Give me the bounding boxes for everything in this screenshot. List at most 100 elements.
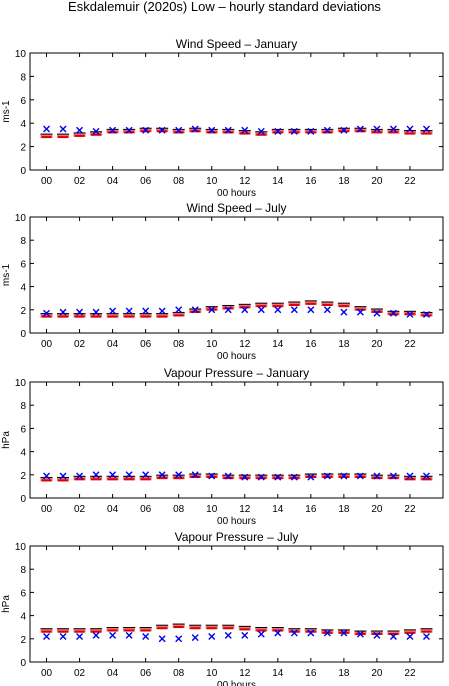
observed-value-marker (43, 125, 51, 133)
y-tick-label: 4 (20, 612, 26, 623)
y-axis-label: hPa (1, 595, 12, 613)
observed-value-marker (323, 472, 331, 480)
x-tick-label: 10 (206, 668, 218, 679)
observed-value-marker (241, 126, 249, 134)
observed-value-marker (373, 472, 381, 480)
subplot-title: Wind Speed – January (176, 37, 297, 51)
observed-value-marker (76, 126, 84, 134)
x-axis-label: 00 hours (217, 351, 256, 362)
observed-value-marker (142, 126, 150, 134)
observed-value-marker (241, 631, 249, 639)
observed-value-marker (307, 473, 315, 481)
observed-value-marker (422, 472, 430, 480)
y-tick-label: 6 (20, 424, 26, 435)
observed-value-marker (323, 306, 331, 314)
x-tick-label: 12 (239, 504, 251, 515)
x-tick-label: 10 (206, 339, 218, 350)
x-tick-label: 12 (239, 668, 251, 679)
observed-value-marker (92, 631, 100, 639)
observed-value-marker (208, 472, 216, 480)
observed-value-marker (191, 471, 199, 479)
x-tick-label: 20 (371, 668, 383, 679)
x-tick-label: 02 (74, 504, 86, 515)
observed-value-marker (43, 632, 51, 640)
observed-value-marker (224, 306, 232, 314)
observed-value-marker (373, 631, 381, 639)
subplot-title: Vapour Pressure – July (175, 530, 299, 544)
x-axis-label: 00 hours (217, 188, 256, 199)
y-tick-label: 2 (20, 143, 26, 154)
observed-value-marker (389, 309, 397, 317)
observed-value-marker (356, 472, 364, 480)
x-tick-label: 14 (272, 339, 284, 350)
observed-value-marker (274, 306, 282, 314)
y-tick-label: 10 (15, 542, 27, 553)
observed-value-marker (158, 307, 166, 315)
y-tick-label: 4 (20, 283, 26, 294)
observed-value-marker (224, 472, 232, 480)
observed-value-marker (406, 632, 414, 640)
y-tick-label: 6 (20, 259, 26, 270)
y-axis-label: ms-1 (1, 100, 12, 123)
x-tick-label: 10 (206, 504, 218, 515)
x-tick-label: 12 (239, 339, 251, 350)
x-tick-label: 20 (371, 504, 383, 515)
x-tick-label: 00 (41, 176, 53, 187)
observed-value-marker (125, 471, 133, 479)
x-tick-label: 08 (173, 504, 185, 515)
x-tick-label: 10 (206, 176, 218, 187)
observed-value-marker (224, 126, 232, 134)
observed-value-marker (109, 471, 117, 479)
x-tick-label: 22 (404, 339, 416, 350)
observed-value-marker (307, 629, 315, 637)
y-tick-label: 0 (20, 658, 26, 669)
y-tick-label: 10 (15, 49, 27, 60)
observed-value-marker (274, 629, 282, 637)
observed-value-marker (340, 308, 348, 316)
observed-value-marker (307, 306, 315, 314)
x-tick-label: 18 (338, 339, 350, 350)
observed-value-marker (406, 472, 414, 480)
observed-value-marker (175, 471, 183, 479)
observed-value-marker (356, 308, 364, 316)
observed-value-marker (142, 307, 150, 315)
y-tick-label: 10 (15, 213, 27, 224)
observed-value-marker (92, 471, 100, 479)
x-tick-label: 08 (173, 339, 185, 350)
observed-value-marker (43, 472, 51, 480)
x-tick-label: 02 (74, 339, 86, 350)
x-tick-label: 22 (404, 176, 416, 187)
observed-value-marker (257, 630, 265, 638)
observed-value-marker (241, 306, 249, 314)
observed-value-marker (274, 473, 282, 481)
y-tick-label: 2 (20, 306, 26, 317)
x-tick-label: 06 (140, 668, 152, 679)
observed-value-marker (241, 473, 249, 481)
x-tick-label: 16 (305, 176, 317, 187)
y-tick-label: 8 (20, 565, 26, 576)
observed-value-marker (257, 473, 265, 481)
observed-value-marker (356, 125, 364, 133)
observed-value-marker (158, 126, 166, 134)
subplot-title: Wind Speed – July (186, 201, 286, 215)
y-tick-label: 0 (20, 166, 26, 177)
x-tick-label: 08 (173, 668, 185, 679)
observed-value-marker (59, 632, 67, 640)
observed-value-marker (389, 472, 397, 480)
figure-title: Eskdalemuir (2020s) Low – hourly standar… (68, 0, 381, 14)
observed-value-marker (290, 306, 298, 314)
x-tick-label: 02 (74, 176, 86, 187)
y-tick-label: 10 (15, 378, 27, 389)
observed-value-marker (125, 307, 133, 315)
observed-value-marker (175, 306, 183, 314)
observed-value-marker (274, 127, 282, 135)
observed-value-marker (340, 126, 348, 134)
observed-value-marker (92, 127, 100, 135)
x-tick-label: 06 (140, 339, 152, 350)
x-tick-label: 14 (272, 504, 284, 515)
x-tick-label: 08 (173, 176, 185, 187)
observed-value-marker (76, 472, 84, 480)
plot-area-frame (29, 52, 444, 171)
